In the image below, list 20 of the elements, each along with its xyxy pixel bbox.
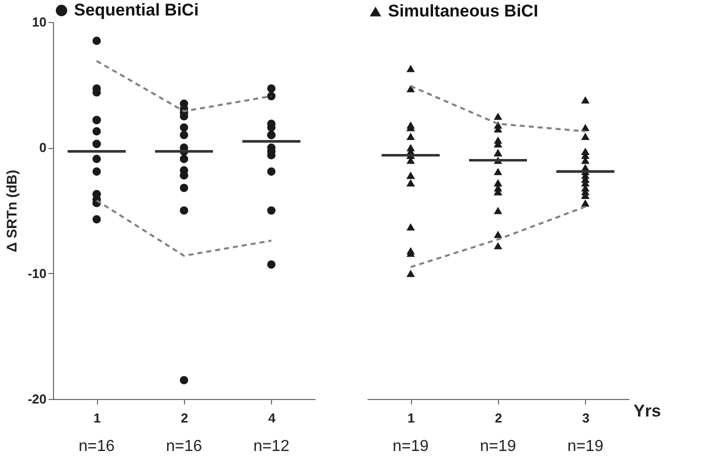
x-axis-title: Yrs bbox=[634, 402, 661, 420]
text: n=16 bbox=[166, 438, 202, 455]
text: n=19 bbox=[392, 438, 429, 455]
text: n=19 bbox=[567, 438, 604, 455]
x-tick-label: 1 bbox=[94, 410, 101, 426]
y-tick-label: -20 bbox=[28, 392, 46, 406]
text: n=19 bbox=[480, 438, 516, 455]
y-tick-label: 0 bbox=[39, 140, 46, 156]
text: n=12 bbox=[253, 438, 290, 455]
text: n=16 bbox=[78, 438, 115, 455]
x-tick-label: 2 bbox=[180, 410, 188, 426]
legend-label: Sequential BiCi bbox=[74, 0, 199, 20]
x-tick-label: 4 bbox=[268, 410, 276, 426]
y-tick-label: -10 bbox=[28, 266, 46, 281]
x-tick-label: 2 bbox=[494, 410, 502, 426]
legend-label: Simultaneous BiCI bbox=[388, 2, 538, 20]
x-tick-label: 3 bbox=[582, 410, 590, 426]
x-tick-label: 1 bbox=[408, 410, 415, 426]
y-tick-label: 10 bbox=[32, 14, 46, 30]
y-axis-title: Δ SRTn (dB) bbox=[4, 170, 20, 252]
